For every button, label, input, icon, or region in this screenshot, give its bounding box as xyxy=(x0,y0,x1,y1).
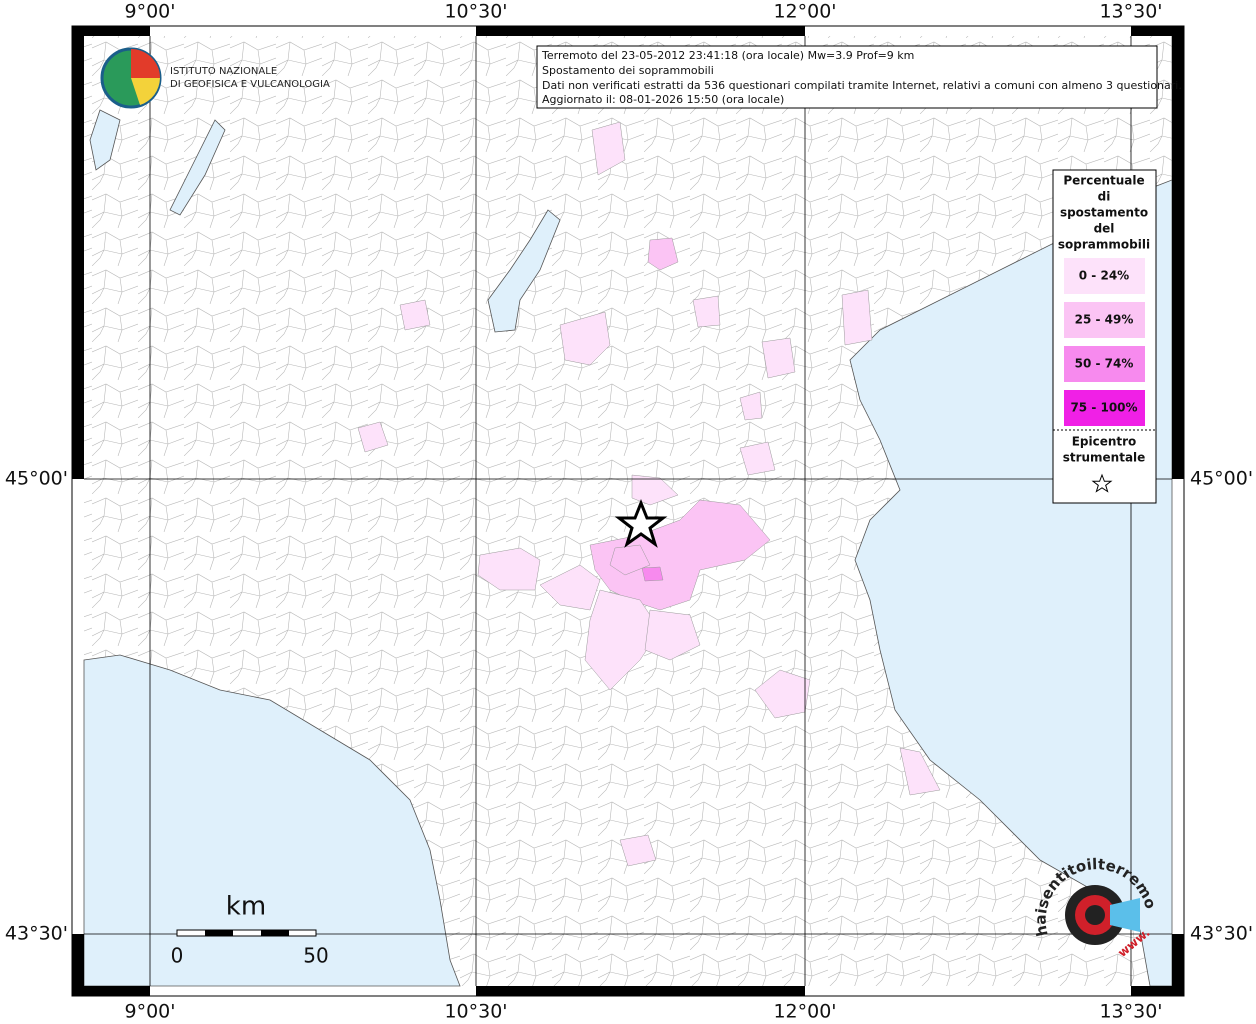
scale-bar-segment xyxy=(261,930,289,936)
lat-label: 43°30' xyxy=(5,923,68,945)
felt-area xyxy=(754,669,811,719)
lon-label: 12°00' xyxy=(773,1,836,23)
legend-swatch xyxy=(1064,258,1145,294)
frame-bar xyxy=(1172,26,1184,479)
lon-label: 10°30' xyxy=(444,1001,507,1023)
info-line: Aggiornato il: 08-01-2026 15:50 (ora loc… xyxy=(542,93,784,106)
scale-bar-segment xyxy=(205,930,233,936)
tyrrhenian-sea xyxy=(83,654,461,987)
scale-label: 0 xyxy=(171,944,184,968)
legend-star xyxy=(1091,473,1113,493)
graticule xyxy=(84,36,1172,986)
legend-label: 50 - 74% xyxy=(1075,357,1134,371)
felt-area xyxy=(647,237,679,271)
epicenter-star xyxy=(614,498,668,548)
legend-label: 75 - 100% xyxy=(1070,401,1137,415)
logo-segment xyxy=(131,49,160,78)
frame-bar xyxy=(72,934,84,996)
felt-area xyxy=(559,311,611,366)
felt-area xyxy=(591,121,626,176)
legend-swatch xyxy=(1064,390,1145,426)
legend-epicenter: Epicentro xyxy=(1072,435,1137,449)
felt-area xyxy=(609,544,651,576)
lon-label: 10°30' xyxy=(444,1,507,23)
felt-area xyxy=(841,289,873,346)
felt-area xyxy=(589,499,771,611)
frame-bar xyxy=(1131,986,1184,996)
felt-area xyxy=(619,834,657,867)
legend-swatch xyxy=(1064,346,1145,382)
info-line: Dati non verificati estratti da 536 ques… xyxy=(542,79,1182,92)
felt-area xyxy=(692,295,721,328)
scale-label: 50 xyxy=(303,944,328,968)
legend-title: Percentuale xyxy=(1063,174,1144,188)
felt-area xyxy=(644,609,701,661)
legend-title: del xyxy=(1094,222,1115,236)
felt-area xyxy=(631,474,679,506)
legend-epicenter: strumentale xyxy=(1063,451,1146,465)
logo-segment xyxy=(131,78,160,105)
frame-bar xyxy=(476,26,805,36)
felt-area xyxy=(761,337,796,379)
info-line: Spostamento dei soprammobili xyxy=(542,64,714,77)
scale-unit: km xyxy=(226,892,266,922)
lake-como xyxy=(169,119,226,216)
felt-area xyxy=(641,566,664,582)
frame-bar xyxy=(476,986,805,996)
felt-areas xyxy=(357,121,941,867)
info-line: Terremoto del 23-05-2012 23:41:18 (ora l… xyxy=(541,49,914,62)
watermark-target xyxy=(1085,905,1105,925)
lon-label: 9°00' xyxy=(125,1001,176,1023)
scale-bar: km 0 50 xyxy=(171,892,329,968)
lon-label: 13°30' xyxy=(1099,1001,1162,1023)
legend-title: spostamento xyxy=(1060,206,1148,220)
frame-bar xyxy=(72,986,150,996)
frame-bar xyxy=(1131,26,1184,36)
lake-maggiore xyxy=(89,109,121,171)
legend-label: 25 - 49% xyxy=(1075,313,1134,327)
legend-swatch xyxy=(1064,302,1145,338)
felt-area xyxy=(539,564,601,611)
lon-label: 9°00' xyxy=(125,1,176,23)
lat-label: 43°30' xyxy=(1190,923,1253,945)
frame-bar xyxy=(1172,934,1184,996)
logo-text: ISTITUTO NAZIONALE xyxy=(170,66,277,77)
felt-area xyxy=(739,441,776,476)
lat-label: 45°00' xyxy=(1190,468,1253,490)
logo-text: DI GEOFISICA E VULCANOLOGIA xyxy=(170,79,330,90)
lake-garda xyxy=(487,209,561,333)
info-box xyxy=(536,45,1158,109)
frame-bar xyxy=(72,26,150,36)
felt-area xyxy=(357,421,389,453)
frame-bar xyxy=(72,26,84,479)
lon-label: 13°30' xyxy=(1099,1,1162,23)
felt-area xyxy=(739,391,763,421)
legend-title: soprammobili xyxy=(1058,238,1150,252)
felt-area xyxy=(399,299,431,331)
felt-area xyxy=(899,747,941,796)
lat-label: 45°00' xyxy=(5,468,68,490)
legend-label: 0 - 24% xyxy=(1079,269,1129,283)
lon-label: 12°00' xyxy=(773,1001,836,1023)
watermark-beam xyxy=(1110,898,1140,932)
felt-area xyxy=(477,547,541,591)
legend-title: di xyxy=(1098,190,1111,204)
scale-bar-frame xyxy=(176,929,317,937)
felt-area xyxy=(584,589,661,691)
frame-bars xyxy=(72,26,1184,996)
legend: Percentuale di spostamento del soprammob… xyxy=(1052,169,1157,504)
ingv-logo: ISTITUTO NAZIONALE DI GEOFISICA E VULCAN… xyxy=(100,47,330,109)
